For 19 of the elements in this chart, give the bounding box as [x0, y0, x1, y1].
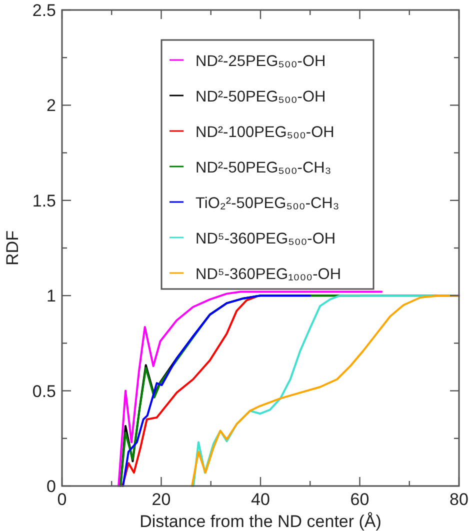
x-tick-label: 80	[450, 490, 468, 509]
y-tick-label: 1.5	[32, 191, 56, 210]
legend-label: TiO₂²-50PEG₅₀₀-CH₃	[196, 195, 340, 212]
legend-label: ND²-50PEG₅₀₀-OH	[196, 88, 326, 106]
legend-label: ND²-100PEG₅₀₀-OH	[196, 124, 334, 141]
y-axis-title: RDF	[3, 230, 22, 266]
legend-label: ND⁵-360PEG₁₀₀₀-OH	[196, 266, 342, 283]
legend-label: ND⁵-360PEG₅₀₀-OH	[196, 230, 336, 248]
legend-label: ND²-25PEG₅₀₀-OH	[196, 53, 326, 70]
y-tick-label: 2	[46, 96, 56, 116]
legend-label: ND²-50PEG₅₀₀-CH₃	[196, 160, 332, 176]
x-axis-title: Distance from the ND center (Å)	[140, 512, 382, 531]
y-tick-label: 1	[46, 286, 56, 306]
x-tick-label: 20	[152, 490, 171, 509]
y-tick-label: 0.5	[32, 382, 56, 401]
x-tick-label: 60	[350, 490, 370, 509]
y-tick-label: 0	[46, 477, 56, 496]
y-tick-label: 2.5	[32, 1, 56, 20]
x-tick-label: 40	[251, 490, 270, 509]
